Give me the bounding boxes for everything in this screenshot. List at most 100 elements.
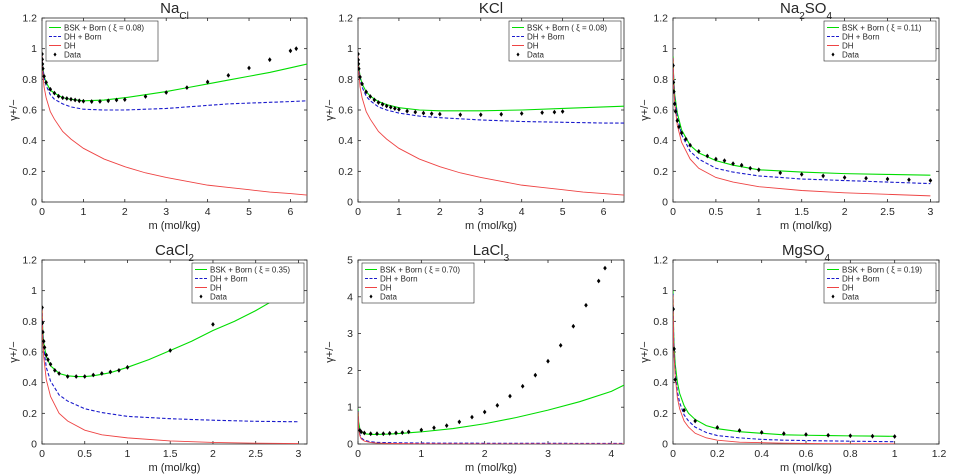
chart-panel-nacl: 0 1 2 3 4 5 6 0 0.2 0.4 0.6 0.8 1 1.2 m (mol/kg) γ+/− Na… — [8, 0, 308, 232]
data-point — [44, 80, 48, 85]
legend-marker — [199, 294, 203, 299]
data-point — [74, 374, 78, 379]
data-point — [57, 371, 61, 376]
x-tick-label: 5 — [560, 206, 566, 218]
data-point — [114, 97, 119, 103]
data-point — [714, 156, 718, 162]
legend-label-data: Data — [210, 292, 227, 301]
chart-title: Na2SO4 — [780, 0, 832, 22]
y-tick-label: 0.4 — [653, 135, 668, 147]
data-point — [444, 423, 449, 428]
data-point — [928, 178, 933, 183]
data-point — [421, 110, 426, 116]
chart-title: KCl — [479, 0, 503, 17]
y-axis-label: γ+/− — [8, 99, 20, 120]
y-tick-label: 1 — [31, 285, 37, 297]
y-tick-label: 0 — [31, 197, 37, 209]
data-point — [294, 46, 299, 52]
data-point — [405, 108, 409, 114]
data-point — [358, 57, 361, 63]
series-line-dh_born — [358, 54, 624, 124]
chart-panel-mgso4: 0 0.2 0.4 0.6 0.8 1 1.2 0 0.2 0.4 0.6 0.8 1 1.2 m (mol… — [639, 242, 946, 474]
data-point — [907, 177, 911, 183]
series-line-bsk — [42, 54, 307, 102]
data-point — [358, 51, 360, 57]
x-tick-label: 0.4 — [754, 448, 769, 460]
y-tick-label: 0.2 — [338, 166, 353, 178]
data-point — [53, 368, 57, 373]
data-point — [731, 161, 735, 167]
data-point — [108, 369, 113, 375]
data-point — [722, 158, 727, 163]
data-point — [495, 402, 500, 408]
data-point — [164, 90, 169, 95]
legend-label-dh_born: DH + Born — [64, 32, 102, 41]
data-point — [376, 100, 381, 105]
chart-title: NaCl — [160, 0, 189, 22]
data-point — [211, 322, 215, 327]
data-point — [560, 109, 565, 114]
legend-marker — [369, 294, 373, 299]
data-point — [520, 383, 525, 389]
data-point — [540, 110, 544, 116]
series-line-dh — [42, 309, 299, 444]
data-point — [380, 101, 385, 107]
data-point — [679, 130, 684, 136]
data-point — [393, 106, 397, 111]
y-tick-label: 0 — [662, 439, 668, 451]
data-point — [358, 74, 362, 80]
data-point — [552, 109, 557, 115]
data-point — [73, 97, 77, 103]
data-point — [413, 109, 418, 115]
data-point — [372, 97, 377, 103]
data-point — [757, 167, 761, 173]
y-tick-label: 0 — [347, 197, 353, 209]
data-point — [673, 80, 676, 85]
data-point — [384, 103, 389, 109]
data-point — [715, 425, 720, 430]
data-point — [42, 305, 44, 310]
y-tick-label: 4 — [347, 291, 353, 303]
data-point — [673, 89, 676, 94]
x-tick-label: 0.2 — [710, 448, 725, 460]
chart-title: CaCl2 — [155, 242, 194, 264]
data-point — [42, 57, 45, 62]
legend-label-dh: DH — [210, 283, 222, 292]
legend-label-bsk: BSK + Born ( ξ = 0.35) — [210, 265, 290, 274]
x-tick-label: 0.5 — [77, 448, 92, 460]
y-tick-label: 1 — [662, 43, 668, 55]
legend-box — [361, 262, 475, 304]
data-point — [429, 111, 434, 117]
legend-box — [191, 262, 305, 304]
data-point — [364, 89, 368, 95]
series-line-bsk — [358, 54, 624, 112]
legend-label-dh: DH — [527, 41, 539, 50]
series-line-dh — [673, 57, 931, 197]
x-tick-label: 4 — [608, 448, 614, 460]
data-point — [394, 430, 398, 436]
y-tick-label: 0 — [347, 439, 353, 451]
legend-label-dh: DH — [842, 41, 854, 50]
series-line-dh_born — [673, 57, 931, 185]
data-point — [693, 418, 697, 424]
data-point — [799, 172, 804, 177]
x-tick-label: 3 — [927, 206, 933, 218]
data-point — [65, 374, 70, 379]
data-point — [739, 162, 744, 168]
legend-label-dh: DH — [842, 283, 854, 292]
x-tick-label: 1 — [756, 206, 762, 218]
legend-marker — [831, 294, 835, 299]
series-line-bsk — [673, 56, 931, 176]
x-tick-label: 2.5 — [248, 448, 263, 460]
data-point — [397, 106, 401, 112]
data-point — [864, 175, 868, 181]
data-point — [546, 358, 550, 364]
data-point — [705, 153, 710, 159]
data-point — [737, 428, 742, 433]
data-point — [60, 95, 65, 101]
data-point — [168, 348, 173, 353]
